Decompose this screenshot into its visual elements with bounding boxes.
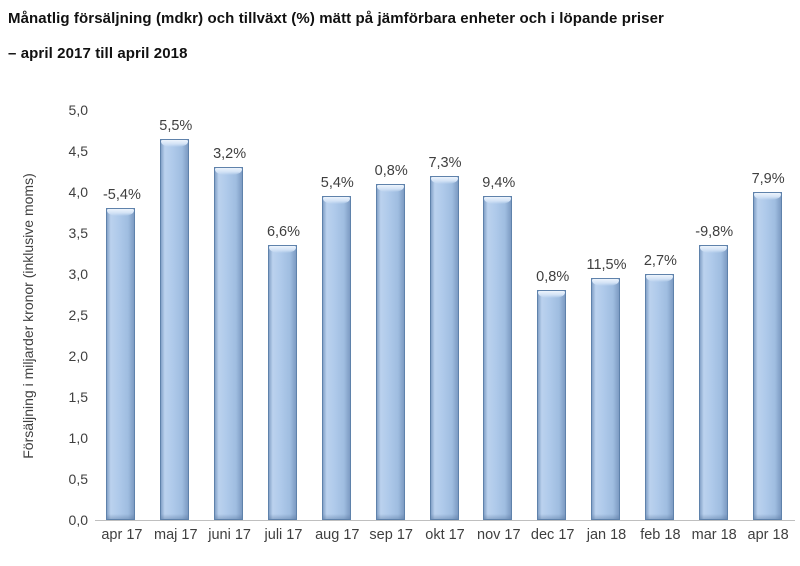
y-tick-label-4-0: 4,0 (68, 184, 88, 200)
plot-area: -5,4% 5,5% 3,2% 6,6% 5,4% 0,8% 7,3% 9,4% 0,8% 11,… (95, 111, 795, 521)
growth-label-apr-17: -5,4% (102, 187, 141, 203)
x-tick-label-apr-18: apr 18 (747, 527, 789, 543)
growth-label-okt-17: 7,3% (428, 155, 462, 171)
chart-title-line2: – april 2017 till april 2018 (8, 45, 188, 63)
growth-label-aug-17: 5,4% (320, 175, 354, 191)
y-axis-title: Försäljning i miljarder kronor (inklusiv… (20, 173, 36, 459)
growth-label-mar-18: -9,8% (695, 224, 734, 240)
growth-label-juli-17: 6,6% (266, 224, 301, 240)
bar-sep-17 (375, 184, 405, 520)
bar-dec-17 (537, 290, 567, 520)
y-tick-label-1-5: 1,5 (68, 389, 88, 405)
bar-nov-17 (483, 196, 513, 520)
y-tick-label-3-0: 3,0 (68, 266, 88, 282)
x-tick-label-dec-17: dec 17 (530, 527, 575, 543)
x-tick-label-maj-17: maj 17 (154, 527, 198, 543)
x-tick-label-jan-18: jan 18 (586, 527, 627, 543)
x-tick-label-sep-17: sep 17 (369, 527, 413, 543)
y-tick-label-2-0: 2,0 (68, 348, 88, 364)
growth-label-nov-17: 9,4% (482, 175, 516, 191)
y-tick-label-3-5: 3,5 (68, 225, 88, 241)
x-tick-label-feb-18: feb 18 (640, 527, 681, 543)
x-tick-label-juni-17: juni 17 (208, 527, 251, 543)
x-tick-label-nov-17: nov 17 (477, 527, 521, 543)
bar-maj-17 (160, 139, 190, 520)
growth-label-jan-18: 11,5% (586, 257, 627, 273)
y-tick-label-5-0: 5,0 (68, 102, 88, 118)
growth-label-feb-18: 2,7% (643, 253, 677, 269)
y-tick-label-4-5: 4,5 (68, 143, 88, 159)
bar-mar-18 (698, 245, 728, 520)
chart-title-line1: Månatlig försäljning (mdkr) och tillväxt… (8, 10, 664, 27)
growth-label-apr-18: 7,9% (751, 171, 785, 187)
bar-juni-17 (214, 167, 244, 520)
x-tick-label-aug-17: aug 17 (315, 527, 360, 543)
y-tick-label-1-0: 1,0 (68, 430, 88, 446)
x-axis-labels: apr 17 maj 17 juni 17 juli 17 aug 17 sep 17 ok… (95, 527, 795, 549)
y-tick-label-0-0: 0,0 (68, 512, 88, 528)
bar-jan-18 (591, 278, 620, 520)
bar-aug-17 (321, 196, 351, 520)
y-axis-ticks: 5,0 4,5 4,0 3,5 3,0 2,5 2,0 1,5 1,0 0,5 0,0 (38, 102, 88, 528)
x-tick-label-apr-17: apr 17 (101, 527, 143, 543)
y-tick-label-2-5: 2,5 (68, 307, 88, 323)
growth-label-maj-17: 5,5% (159, 118, 193, 134)
x-tick-label-okt-17: okt 17 (425, 527, 465, 543)
bar-juli-17 (268, 245, 297, 520)
growth-label-sep-17: 0,8% (374, 163, 408, 179)
bar-apr-17 (106, 208, 136, 520)
x-tick-label-juli-17: juli 17 (264, 527, 303, 543)
bar-apr-18 (752, 192, 782, 520)
x-tick-label-mar-18: mar 18 (691, 527, 737, 543)
y-tick-label-0-5: 0,5 (68, 471, 88, 487)
bar-feb-18 (644, 274, 674, 520)
growth-label-dec-17: 0,8% (536, 269, 570, 285)
bar-okt-17 (429, 176, 459, 520)
chart-title: Månatlig försäljning (mdkr) och tillväxt… (8, 7, 792, 66)
growth-label-juni-17: 3,2% (213, 146, 247, 162)
